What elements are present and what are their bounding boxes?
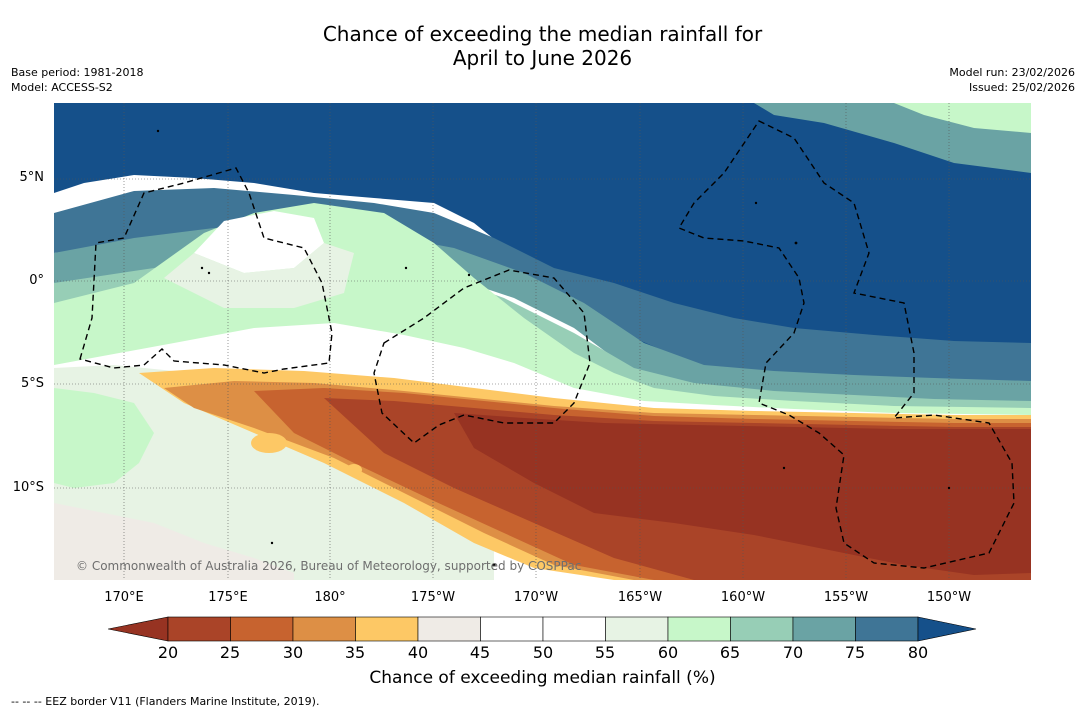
copyright-text: © Commonwealth of Australia 2026, Bureau… [76,559,581,573]
colorbar-bin [417,616,481,642]
x-tick-150w: 150°W [926,590,972,605]
colorbar-under-arrow [107,616,169,642]
colorbar [107,616,978,646]
colorbar-bin [355,616,419,642]
colorbar-bin [542,616,606,642]
yellow-spot-2 [346,464,362,476]
eez-border-line-islands [677,120,1015,569]
model-run-text: Model run: 23/02/2026 [949,66,1075,79]
eez-legend-note: -- -- -- EEZ border V11 (Flanders Marine… [11,695,320,708]
colorbar-bin [292,616,356,642]
colorbar-bin [667,616,731,642]
colorbar-label-50: 50 [532,643,554,662]
south-darkbrown-band [454,413,1031,575]
title-line-1: Chance of exceeding the median rainfall … [322,22,763,46]
colorbar-bin [605,616,669,642]
x-tick-165w: 165°W [617,590,663,605]
colorbar-bin [730,616,794,642]
x-tick-175e: 175°E [208,590,248,605]
graticule [54,103,1031,580]
yellow-spot-1 [251,433,287,453]
x-tick-155w: 155°W [823,590,869,605]
map-title: Chance of exceeding the median rainfall … [0,22,1085,70]
colorbar-label-75: 75 [844,643,866,662]
x-tick-180: 180° [314,590,346,605]
y-tick-10s: 10°S [12,480,44,495]
map-canvas: © Commonwealth of Australia 2026, Bureau… [54,103,1031,580]
colorbar-label-40: 40 [407,643,429,662]
meta-left: Base period: 1981-2018 Model: ACCESS-S2 [11,65,143,95]
x-tick-175w: 175°W [410,590,456,605]
central-midteal-band [54,228,1031,403]
colorbar-over-arrow [917,616,977,642]
colorbar-label-30: 30 [282,643,304,662]
x-tick-170w: 170°W [513,590,559,605]
colorbar-bins [167,616,919,642]
colorbar-label-20: 20 [157,643,179,662]
colorbar-svg [107,616,977,642]
colorbar-title: Chance of exceeding median rainfall (%) [369,668,716,688]
y-tick-0: 0° [29,273,44,288]
colorbar-bin [792,616,856,642]
colorbar-bin [480,616,544,642]
sw-grey-patch [54,503,294,580]
island-marks [156,129,951,567]
x-tick-170e: 170°E [104,590,144,605]
colorbar-label-70: 70 [782,643,804,662]
eez-border-kiribati-gilberts [79,167,333,374]
colorbar-label-65: 65 [719,643,741,662]
colorbar-bin [167,616,231,642]
colorbar-label-80: 80 [907,643,929,662]
base-period-text: Base period: 1981-2018 [11,66,144,79]
north-palegreen-patch [164,243,354,308]
rainfall-map: © Commonwealth of Australia 2026, Bureau… [54,103,1031,580]
sw-green-patch [54,388,154,488]
colorbar-label-35: 35 [344,643,366,662]
colorbar-label-45: 45 [469,643,491,662]
title-line-2: April to June 2026 [452,46,633,70]
ne-green-patch [894,103,1031,133]
meta-right: Model run: 23/02/2026 Issued: 25/02/2026 [949,65,1075,95]
eez-borders [79,120,1015,569]
colorbar-bin [230,616,294,642]
issued-text: Issued: 25/02/2026 [968,81,1075,94]
x-tick-160w: 160°W [720,590,766,605]
model-text: Model: ACCESS-S2 [11,81,113,94]
y-tick-5s: 5°S [20,376,44,391]
colorbar-label-60: 60 [657,643,679,662]
eez-border-phoenix [373,269,591,444]
colorbar-label-25: 25 [219,643,241,662]
colorbar-label-55: 55 [594,643,616,662]
colorbar-bin [855,616,919,642]
north-white-patch [194,211,324,273]
sw-pale-region [54,365,494,580]
y-tick-5n: 5°N [19,170,45,185]
central-teal-band [54,188,1031,388]
